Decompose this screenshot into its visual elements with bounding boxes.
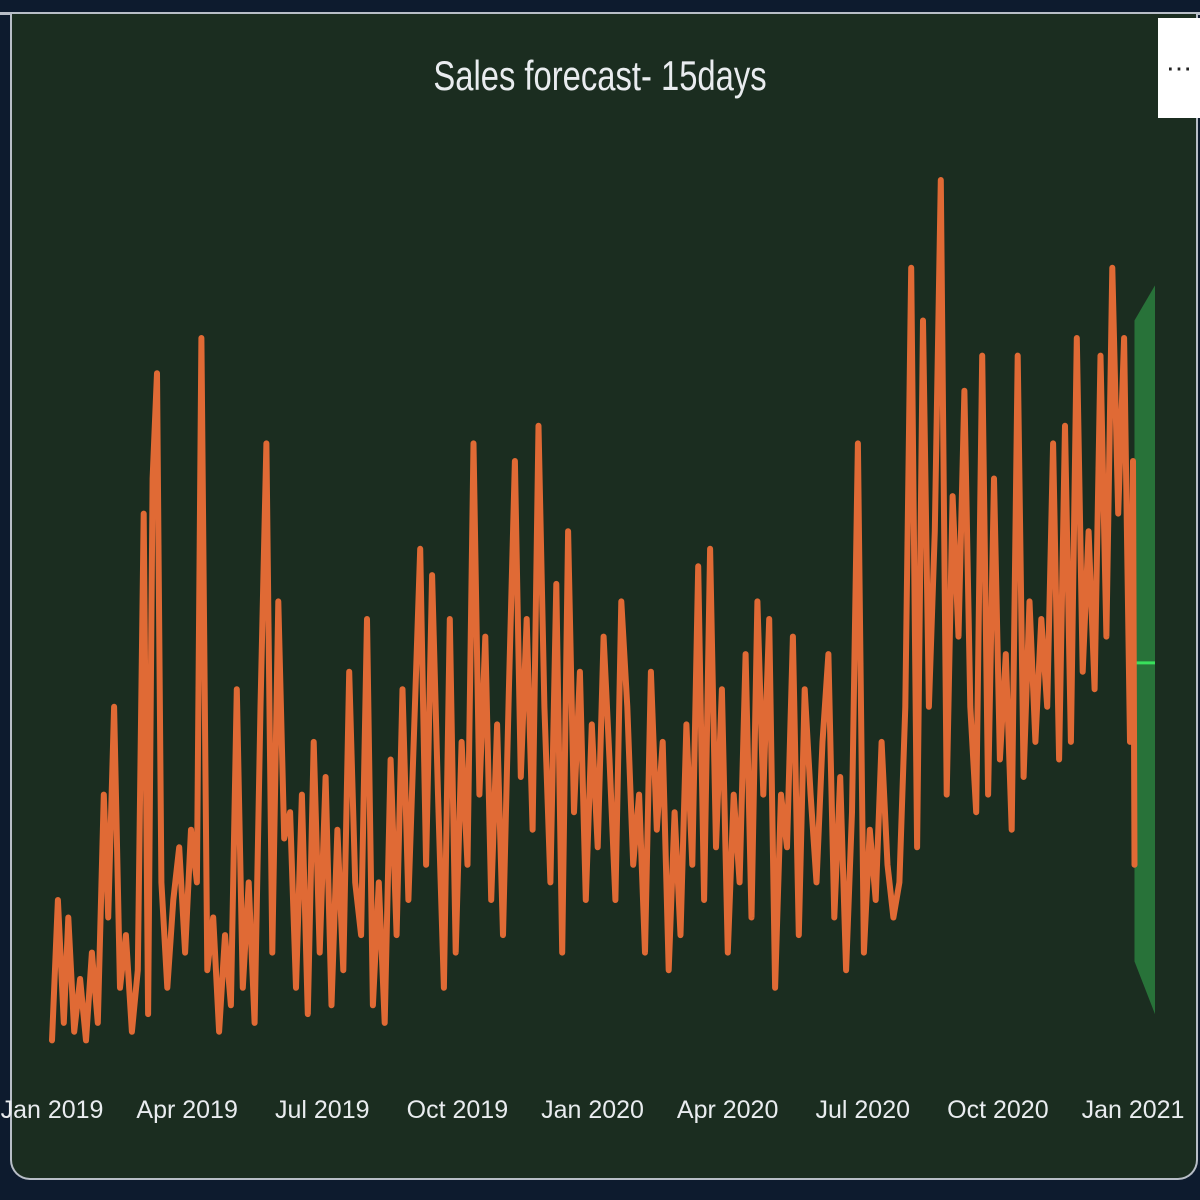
window-top-border xyxy=(0,0,1200,15)
ellipsis-icon[interactable]: ⋯ xyxy=(1158,18,1200,118)
chart-title: Sales forecast- 15days xyxy=(433,52,767,99)
x-tick-label: Jan 2020 xyxy=(541,1096,644,1124)
x-tick-label: Apr 2019 xyxy=(136,1096,237,1124)
x-tick-label: Apr 2020 xyxy=(677,1096,778,1124)
x-tick-label: Jul 2019 xyxy=(275,1096,370,1124)
x-tick-label: Jul 2020 xyxy=(815,1096,910,1124)
forecast-band xyxy=(1134,285,1155,1015)
x-tick-label: Jan 2019 xyxy=(1,1096,104,1124)
x-tick-label: Oct 2019 xyxy=(407,1096,508,1124)
x-tick-label: Jan 2021 xyxy=(1082,1096,1185,1124)
chart-panel xyxy=(10,14,1198,1180)
series-line-actual xyxy=(49,177,1138,1044)
x-tick-label: Oct 2020 xyxy=(947,1096,1048,1124)
